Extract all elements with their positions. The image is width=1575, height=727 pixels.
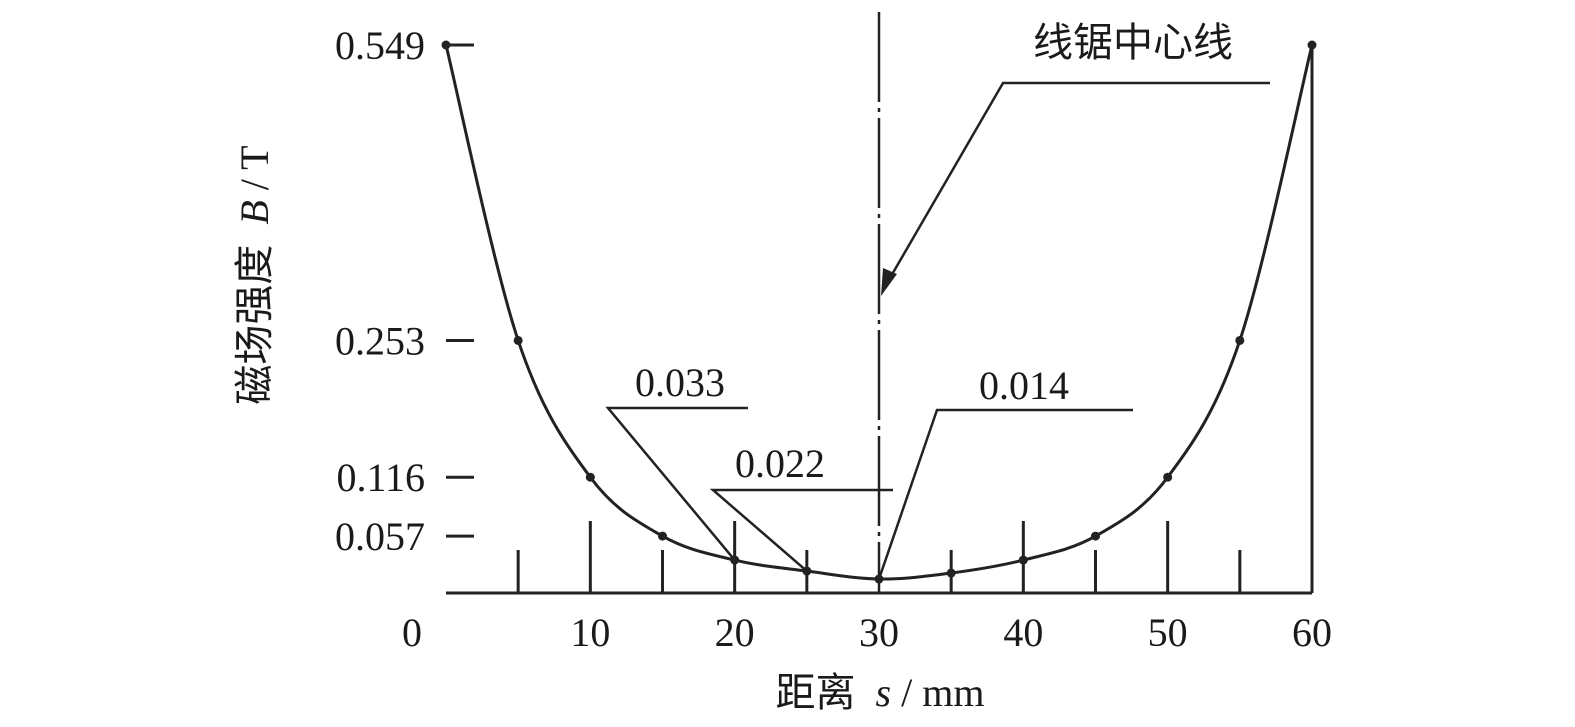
y-axis-label-unit: / T — [232, 145, 277, 190]
y-tick-label: 0.116 — [336, 455, 425, 500]
data-point — [658, 531, 667, 541]
x-tick-labels: 0 10 20 30 40 50 60 — [402, 610, 1332, 655]
y-tick-label: 0.253 — [335, 318, 425, 363]
y-tick-label: 0.057 — [335, 514, 425, 559]
data-point — [1307, 40, 1317, 50]
y-axis-label-var: B — [232, 200, 277, 224]
y-tick-labels: 0.549 0.253 0.116 0.057 — [335, 23, 425, 559]
axes — [446, 12, 1314, 595]
data-point — [585, 472, 595, 482]
x-axis-label-text: 距离 — [776, 670, 856, 716]
x-tick-label: 0 — [402, 610, 422, 655]
series-layer — [441, 40, 1317, 584]
annotation-leader — [877, 408, 1133, 580]
data-point — [1163, 472, 1173, 482]
tick-marks — [446, 43, 1242, 593]
x-tick-label: 60 — [1292, 610, 1332, 655]
center-line-label: 线锯中心线 — [1033, 20, 1233, 66]
annotation-leader — [605, 406, 748, 561]
annotation-label: 0.033 — [635, 360, 725, 405]
data-point — [946, 568, 956, 578]
x-tick-label: 10 — [570, 610, 610, 655]
x-tick-label: 40 — [1003, 610, 1043, 655]
data-point — [1235, 335, 1245, 345]
x-axis-label-unit: / mm — [901, 670, 984, 715]
data-point — [441, 40, 451, 50]
data-point — [513, 335, 523, 345]
annotation-label: 0.022 — [735, 441, 825, 486]
arrowhead-icon — [881, 268, 897, 296]
x-axis-label: 距离 s / mm — [776, 670, 985, 716]
y-axis-label: 磁场强度 B / T — [232, 145, 278, 404]
x-tick-label: 30 — [859, 610, 899, 655]
x-tick-label: 50 — [1148, 610, 1188, 655]
annotation-label: 0.014 — [979, 363, 1069, 408]
x-axis-label-var: s — [876, 670, 892, 715]
data-point — [1018, 555, 1028, 565]
center-line-leader — [881, 81, 1270, 291]
y-tick-label: 0.549 — [335, 23, 425, 68]
y-axis-label-text: 磁场强度 — [232, 245, 278, 405]
x-tick-label: 20 — [715, 610, 755, 655]
annotation-leader — [709, 488, 893, 572]
data-point — [1091, 531, 1100, 541]
